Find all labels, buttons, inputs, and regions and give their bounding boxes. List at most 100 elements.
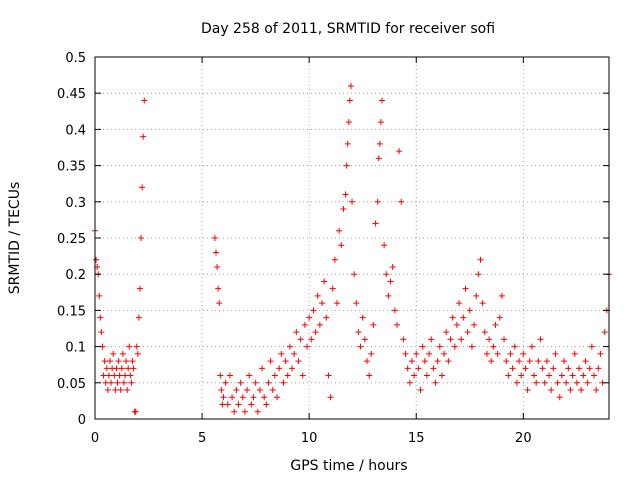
data-point — [229, 394, 236, 401]
data-point — [304, 343, 311, 350]
data-point — [267, 358, 274, 365]
data-point — [513, 379, 520, 386]
x-tick-label: 0 — [91, 431, 99, 446]
data-point — [432, 379, 439, 386]
data-point — [567, 387, 574, 394]
data-point — [338, 242, 345, 249]
data-point — [359, 314, 366, 321]
data-point — [293, 329, 300, 336]
data-point — [321, 278, 328, 285]
data-point — [355, 329, 362, 336]
data-point — [349, 198, 355, 205]
data-point — [219, 401, 226, 408]
data-point — [428, 336, 435, 343]
y-tick-label: 0.1 — [65, 341, 86, 356]
data-point — [366, 372, 373, 379]
data-point — [524, 387, 531, 394]
y-tick-label: 0.2 — [65, 268, 86, 283]
data-point — [563, 379, 570, 386]
data-point — [132, 408, 139, 415]
data-point — [580, 372, 587, 379]
data-point — [466, 307, 473, 314]
data-point — [552, 350, 559, 357]
data-point — [123, 358, 130, 365]
data-point — [441, 350, 448, 357]
data-point — [426, 350, 433, 357]
data-point — [423, 372, 430, 379]
data-point — [129, 358, 136, 365]
data-point — [231, 408, 238, 415]
data-point — [120, 379, 127, 386]
data-point — [383, 271, 390, 278]
data-point — [421, 358, 428, 365]
data-point — [291, 350, 298, 357]
data-point — [462, 285, 469, 292]
data-point — [126, 343, 133, 350]
data-point — [481, 329, 488, 336]
data-point — [334, 300, 341, 307]
data-point — [413, 350, 420, 357]
data-point — [216, 300, 223, 307]
data-point — [97, 314, 104, 321]
data-point — [140, 133, 147, 140]
data-point — [124, 387, 131, 394]
data-point — [256, 387, 263, 394]
data-point — [368, 350, 375, 357]
data-point — [488, 358, 495, 365]
y-tick-label: 0.3 — [65, 196, 86, 211]
data-point — [284, 372, 291, 379]
data-point — [269, 387, 276, 394]
data-point — [436, 343, 443, 350]
data-point — [93, 256, 100, 263]
y-tick-label: 0.5 — [65, 51, 86, 66]
data-point — [112, 387, 119, 394]
data-point — [265, 379, 272, 386]
data-point — [116, 372, 123, 379]
data-point — [103, 365, 110, 372]
data-point — [468, 343, 475, 350]
data-point — [586, 365, 593, 372]
data-point — [520, 350, 527, 357]
data-point — [593, 387, 600, 394]
data-point — [346, 97, 353, 104]
data-point — [584, 379, 591, 386]
data-point — [127, 372, 134, 379]
data-point — [400, 336, 407, 343]
data-point — [299, 372, 306, 379]
data-point — [479, 300, 486, 307]
data-point — [526, 358, 533, 365]
data-point — [271, 372, 278, 379]
data-point — [501, 336, 508, 343]
data-point — [343, 162, 350, 169]
data-point — [438, 372, 445, 379]
data-point — [511, 343, 518, 350]
data-point — [522, 365, 529, 372]
data-point — [387, 278, 394, 285]
data-point — [445, 358, 452, 365]
data-point — [569, 372, 576, 379]
data-point — [110, 350, 117, 357]
data-point — [415, 365, 422, 372]
y-tick-label: 0.35 — [57, 160, 86, 175]
data-point — [546, 372, 553, 379]
data-point — [250, 394, 257, 401]
data-point — [417, 387, 424, 394]
data-point — [278, 350, 285, 357]
data-point — [295, 358, 302, 365]
data-point — [263, 401, 270, 408]
data-point — [537, 336, 544, 343]
data-point — [464, 329, 471, 336]
data-point — [130, 365, 137, 372]
data-point — [528, 343, 535, 350]
data-point — [344, 140, 351, 147]
data-point — [509, 365, 516, 372]
data-point — [408, 358, 415, 365]
data-point — [289, 365, 296, 372]
data-point — [314, 292, 321, 299]
data-point — [561, 358, 568, 365]
data-point — [301, 321, 308, 328]
data-point — [141, 97, 148, 104]
data-point — [543, 358, 550, 365]
data-point — [211, 235, 218, 241]
